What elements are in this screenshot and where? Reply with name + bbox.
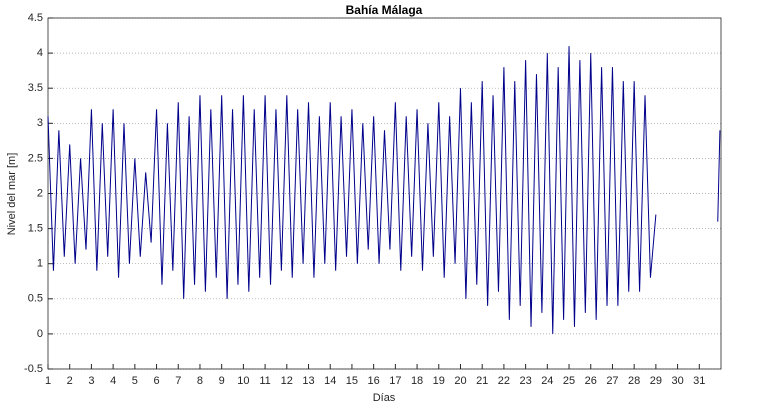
x-tick-label: 21	[476, 375, 488, 387]
x-tick-label: 8	[197, 375, 203, 387]
line-series	[717, 130, 721, 222]
x-tick-label: 3	[88, 375, 94, 387]
x-tick-label: 13	[302, 375, 314, 387]
x-tick-label: 24	[541, 375, 553, 387]
x-tick-label: 27	[606, 375, 618, 387]
x-tick-label: 6	[153, 375, 159, 387]
x-tick-label: 2	[67, 375, 73, 387]
plot-frame	[47, 17, 722, 370]
x-tick-label: 29	[650, 375, 662, 387]
y-tick-label: 3.5	[28, 82, 43, 94]
x-tick-label: 12	[281, 375, 293, 387]
x-tick-label: 18	[411, 375, 423, 387]
y-tick-label: 1.5	[28, 223, 43, 235]
x-tick-label: 5	[132, 375, 138, 387]
x-tick-label: 7	[175, 375, 181, 387]
y-tick-label: 0	[37, 328, 43, 340]
x-tick-label: 22	[498, 375, 510, 387]
x-tick-label: 17	[389, 375, 401, 387]
x-tick-label: 15	[346, 375, 358, 387]
line-series	[47, 46, 657, 334]
x-tick-label: 23	[519, 375, 531, 387]
y-tick-label: 2	[37, 187, 43, 199]
y-tick-label: 3	[37, 117, 43, 129]
y-axis-label: Nivel del mar [m]	[6, 153, 18, 236]
x-tick-label: 1	[45, 375, 51, 387]
x-tick-label: 19	[433, 375, 445, 387]
x-tick-label: 4	[110, 375, 116, 387]
x-tick-label: 28	[628, 375, 640, 387]
x-axis-label: Días	[373, 392, 396, 404]
x-tick-label: 26	[585, 375, 597, 387]
y-tick-label: 1	[37, 258, 43, 270]
x-tick-label: 20	[454, 375, 466, 387]
x-tick-label: 31	[693, 375, 705, 387]
x-tick-label: 10	[237, 375, 249, 387]
chart-title: Bahía Málaga	[346, 3, 423, 17]
x-tick-label: 11	[259, 375, 270, 387]
y-tick-label: -0.5	[24, 363, 43, 375]
x-tick-label: 30	[671, 375, 683, 387]
x-tick-label: 16	[368, 375, 380, 387]
x-tick-label: 9	[219, 375, 225, 387]
y-tick-label: 2.5	[28, 152, 43, 164]
x-tick-label: 14	[324, 375, 336, 387]
y-tick-label: 0.5	[28, 293, 43, 305]
y-tick-label: 4	[37, 47, 43, 59]
x-tick-label: 25	[563, 375, 575, 387]
y-tick-label: 4.5	[28, 12, 43, 24]
